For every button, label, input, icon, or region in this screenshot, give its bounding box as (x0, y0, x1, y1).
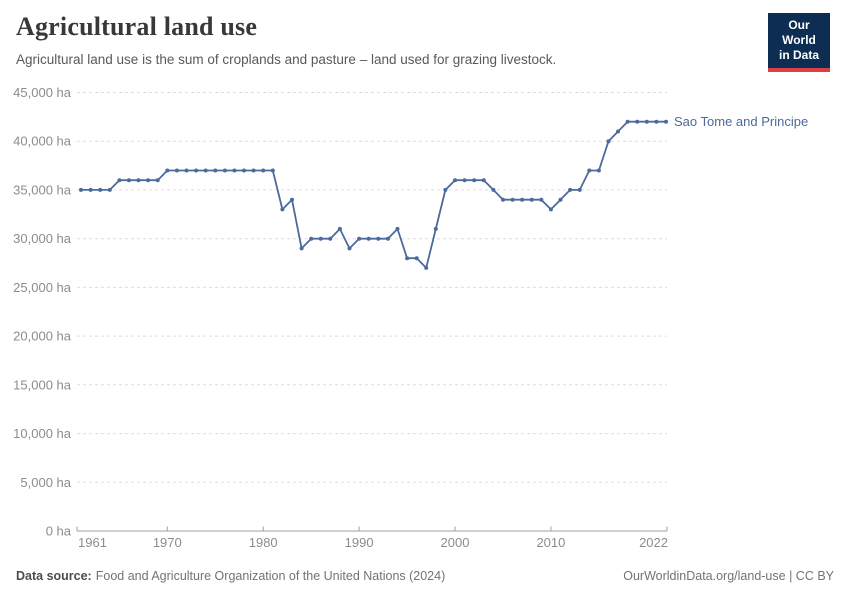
data-point[interactable] (184, 168, 189, 173)
data-point[interactable] (357, 236, 362, 241)
data-point[interactable] (424, 265, 429, 270)
owid-logo-line1: Our World (782, 18, 816, 47)
data-point[interactable] (280, 207, 285, 212)
x-axis-label: 2010 (536, 535, 565, 550)
data-point[interactable] (481, 178, 486, 183)
data-point[interactable] (606, 139, 611, 144)
data-point[interactable] (577, 187, 582, 192)
y-axis-label: 25,000 ha (13, 280, 72, 295)
x-axis-label: 1980 (249, 535, 278, 550)
data-point[interactable] (318, 236, 323, 241)
x-axis-label: 1961 (78, 535, 107, 550)
data-source-label: Data source: (16, 569, 92, 583)
data-point[interactable] (98, 187, 103, 192)
data-point[interactable] (568, 187, 573, 192)
y-axis-label: 15,000 ha (13, 377, 72, 392)
data-point[interactable] (587, 168, 592, 173)
data-point[interactable] (127, 178, 131, 183)
x-axis-label: 1970 (153, 535, 182, 550)
data-point[interactable] (510, 197, 515, 202)
data-source-text: Food and Agriculture Organization of the… (95, 569, 446, 583)
data-point[interactable] (491, 187, 496, 192)
data-point[interactable] (232, 168, 237, 173)
data-point[interactable] (242, 168, 246, 173)
y-axis-label: 10,000 ha (13, 426, 72, 441)
data-point[interactable] (596, 168, 601, 173)
data-point[interactable] (405, 256, 410, 261)
data-point[interactable] (414, 256, 419, 261)
data-point[interactable] (290, 197, 294, 202)
page-subtitle: Agricultural land use is the sum of crop… (16, 52, 557, 67)
y-axis-label: 40,000 ha (13, 134, 72, 149)
owid-logo[interactable]: Our World in Data (768, 13, 830, 72)
data-point[interactable] (347, 246, 352, 251)
data-point[interactable] (213, 168, 218, 173)
data-point[interactable] (462, 178, 467, 183)
data-point[interactable] (117, 178, 122, 183)
data-point[interactable] (443, 187, 448, 192)
data-point[interactable] (529, 197, 534, 202)
data-point[interactable] (146, 178, 151, 183)
data-point[interactable] (376, 236, 381, 241)
x-axis-label: 1990 (345, 535, 374, 550)
data-point[interactable] (654, 119, 659, 124)
data-point[interactable] (664, 119, 668, 124)
data-point[interactable] (635, 119, 640, 124)
data-point[interactable] (548, 207, 553, 212)
x-axis-label: 2022 (639, 535, 668, 550)
y-axis-label: 20,000 ha (13, 329, 72, 344)
y-axis-label: 45,000 ha (13, 85, 72, 100)
data-point[interactable] (194, 168, 199, 173)
data-point[interactable] (366, 236, 371, 241)
data-point[interactable] (222, 168, 227, 173)
x-axis-label: 2000 (441, 535, 470, 550)
y-axis-label: 5,000 ha (20, 475, 71, 490)
data-point[interactable] (433, 226, 438, 231)
data-point[interactable] (79, 187, 83, 192)
license-link[interactable]: CC BY (795, 569, 834, 583)
data-point[interactable] (309, 236, 314, 241)
data-point[interactable] (520, 197, 525, 202)
data-point[interactable] (395, 226, 400, 231)
data-point[interactable] (261, 168, 266, 173)
data-point[interactable] (625, 119, 630, 124)
data-point[interactable] (616, 129, 620, 134)
chart-footer: Data source: Food and Agriculture Organiz… (16, 569, 834, 583)
series-line[interactable] (80, 120, 667, 269)
series-label[interactable]: Sao Tome and Principe (674, 114, 808, 129)
data-point[interactable] (385, 236, 390, 241)
data-point[interactable] (270, 168, 275, 173)
data-point[interactable] (501, 197, 505, 202)
data-point[interactable] (136, 178, 141, 183)
footer-links: OurWorldinData.org/land-use | CC BY (623, 569, 834, 583)
data-source-note: Data source: Food and Agriculture Organiz… (16, 569, 445, 583)
y-axis-label: 0 ha (46, 524, 72, 539)
y-axis-label: 35,000 ha (13, 182, 72, 197)
data-point[interactable] (453, 178, 457, 183)
data-point[interactable] (107, 187, 112, 192)
data-point[interactable] (203, 168, 208, 173)
data-point[interactable] (299, 246, 304, 251)
data-point[interactable] (539, 197, 544, 202)
data-point[interactable] (558, 197, 563, 202)
owid-logo-line2: in Data (778, 48, 819, 62)
page-title: Agricultural land use (16, 12, 258, 41)
data-point[interactable] (328, 236, 333, 241)
y-axis-label: 30,000 ha (13, 231, 72, 246)
data-point[interactable] (174, 168, 179, 173)
footer-separator: | (785, 569, 796, 583)
data-point[interactable] (165, 168, 170, 173)
data-point[interactable] (88, 187, 93, 192)
data-point[interactable] (251, 168, 256, 173)
owid-url-link[interactable]: OurWorldinData.org/land-use (623, 569, 786, 583)
data-point[interactable] (472, 178, 477, 183)
data-point[interactable] (644, 119, 649, 124)
data-point[interactable] (337, 226, 342, 231)
data-point[interactable] (155, 178, 160, 183)
